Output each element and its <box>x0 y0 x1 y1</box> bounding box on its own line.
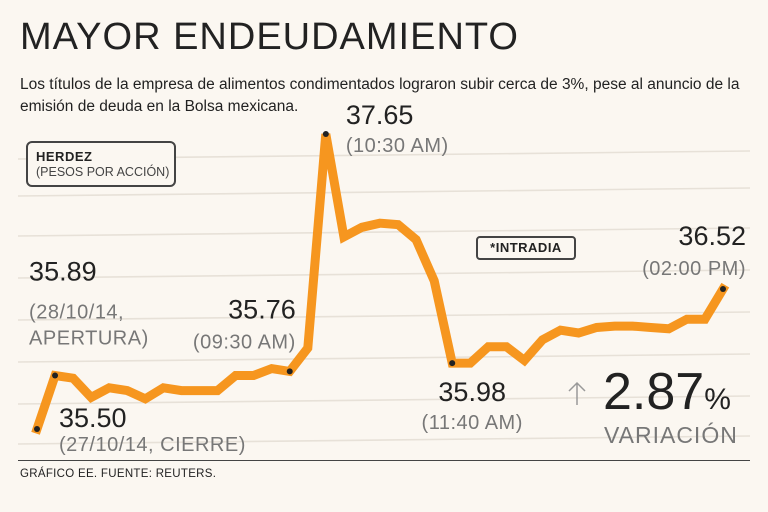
data-point <box>720 286 726 293</box>
gridlines <box>17 150 751 445</box>
change-label: VARIACIÓN <box>604 422 738 448</box>
data-label-value: 35.76 <box>228 294 296 324</box>
data-point <box>34 426 40 432</box>
data-point <box>286 368 293 375</box>
data-point <box>52 372 59 379</box>
gridline <box>17 353 751 363</box>
gridline <box>17 227 751 237</box>
data-label-note: APERTURA) <box>29 327 149 349</box>
gridline <box>17 269 751 279</box>
gridline <box>17 435 751 445</box>
data-point <box>449 360 456 367</box>
data-label-value: 35.98 <box>438 377 506 407</box>
point-layer <box>34 131 726 432</box>
change-number: 2.87 <box>603 363 705 421</box>
footer-divider <box>18 460 750 461</box>
page-title: MAYOR ENDEUDAMIENTO <box>20 16 519 58</box>
data-label-note: (11:40 AM) <box>422 412 523 434</box>
gridline <box>17 187 751 197</box>
data-label-note: (10:30 AM) <box>346 135 449 157</box>
legend-unit: (PESOS POR ACCIÓN) <box>36 165 170 179</box>
change-unit: % <box>704 383 731 416</box>
data-point <box>322 131 329 137</box>
arrow-up-icon <box>568 381 586 405</box>
legend-series-name: HERDEZ <box>36 149 93 164</box>
data-label-value: 35.89 <box>29 256 97 286</box>
gridline <box>17 395 751 405</box>
series-layer <box>31 133 730 435</box>
change-value: 2.87% <box>603 362 731 430</box>
page-subtitle: Los títulos de la empresa de alimentos c… <box>20 76 740 115</box>
chart-legend: HERDEZ (PESOS POR ACCIÓN) <box>26 141 176 187</box>
data-label-note: (02:00 PM) <box>642 258 746 280</box>
data-label-value: 36.52 <box>678 221 746 251</box>
intraday-badge: *INTRADIA <box>476 236 576 260</box>
data-label-note: (09:30 AM) <box>193 331 296 353</box>
data-label-value: 37.65 <box>346 100 414 130</box>
source-footer: GRÁFICO EE. FUENTE: REUTERS. <box>20 468 217 480</box>
series-line-herdez <box>31 133 730 435</box>
data-label-note: (27/10/14, CIERRE) <box>59 434 246 456</box>
data-label-note: (28/10/14, <box>29 301 124 323</box>
data-label-value: 35.50 <box>59 403 127 433</box>
annotation-layer: 35.50(27/10/14, CIERRE) 35.89 (28/10/14, AP… <box>29 100 746 456</box>
gridline <box>17 311 751 321</box>
